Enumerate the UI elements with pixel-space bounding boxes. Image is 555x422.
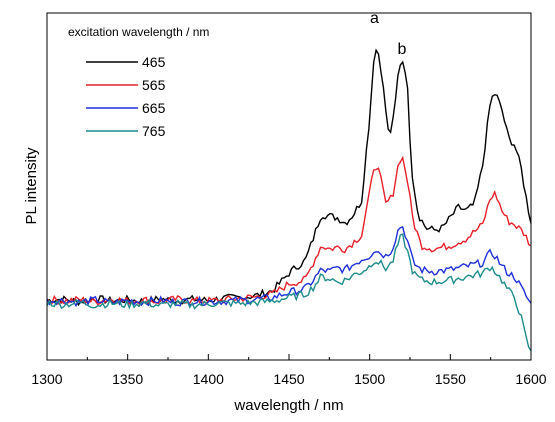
series-line-465 bbox=[46, 48, 532, 307]
x-tick-label-1350: 1350 bbox=[112, 371, 143, 387]
legend-label-665: 665 bbox=[142, 100, 166, 116]
x-tick-label-1400: 1400 bbox=[193, 371, 224, 387]
plot-frame bbox=[46, 12, 532, 361]
x-axis-label: wavelength / nm bbox=[233, 397, 343, 414]
legend: excitation wavelength / nm 465 565 665 765 bbox=[68, 25, 209, 139]
series-line-765 bbox=[46, 233, 532, 352]
legend-label-765: 765 bbox=[142, 123, 166, 139]
x-tick-label-1500: 1500 bbox=[354, 371, 385, 387]
peak-label-b: b bbox=[397, 41, 406, 58]
legend-label-565: 565 bbox=[142, 77, 166, 93]
annotations: ab bbox=[370, 10, 406, 58]
x-tick-label-1550: 1550 bbox=[435, 371, 466, 387]
series-line-565 bbox=[46, 155, 532, 306]
x-tick-label-1450: 1450 bbox=[273, 371, 304, 387]
peak-label-a: a bbox=[370, 10, 379, 27]
y-axis-label: PL intensity bbox=[23, 147, 40, 224]
x-tick-label-1300: 1300 bbox=[31, 371, 62, 387]
x-axis: 1300 1350 1400 1450 1500 1550 1600 bbox=[31, 354, 547, 387]
series-layer bbox=[46, 48, 532, 352]
legend-label-465: 465 bbox=[142, 54, 166, 70]
legend-title: excitation wavelength / nm bbox=[68, 25, 209, 39]
x-tick-label-1600: 1600 bbox=[515, 371, 546, 387]
